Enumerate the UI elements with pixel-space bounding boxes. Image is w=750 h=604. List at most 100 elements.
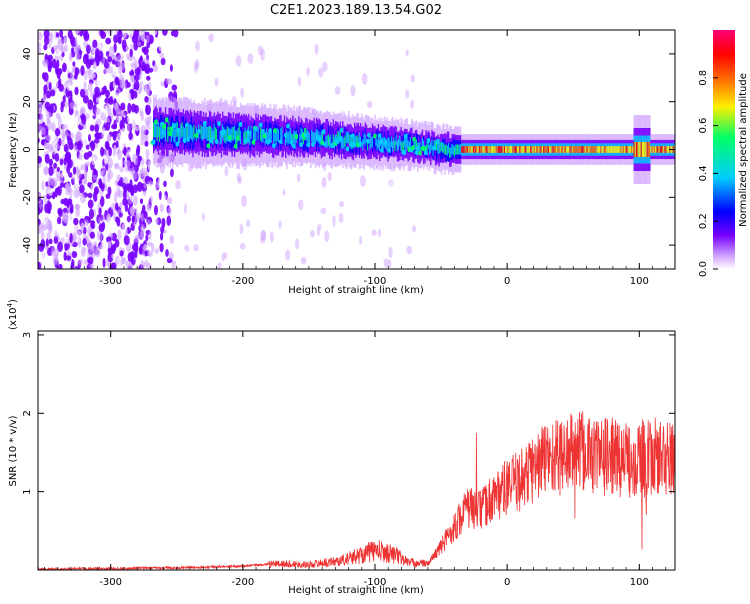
spectrogram-cell (74, 37, 78, 47)
spectrogram-cell (332, 134, 335, 146)
spectrogram-cell (577, 146, 580, 153)
spectrogram-cell (113, 91, 119, 98)
spectrogram-cell (392, 60, 397, 71)
spectrogram-cell (289, 91, 294, 102)
spectrogram-cell (48, 165, 54, 176)
spectrogram-cell (152, 63, 159, 73)
spectrogram-cell (539, 146, 542, 153)
spectrogram-cell (327, 171, 332, 182)
spectrogram-cell (369, 179, 375, 188)
spectrogram-cell (110, 84, 114, 91)
spectrogram-cell (255, 127, 257, 142)
spectrogram-cell (95, 96, 100, 104)
spectrogram-cell (167, 127, 169, 142)
spectrogram-cell (89, 231, 95, 239)
spectrogram-cell (341, 63, 346, 74)
spectrogram-cell (87, 150, 93, 158)
spectrogram-cell (131, 215, 135, 223)
spectrogram-cell (568, 146, 570, 153)
spectrogram-cell (88, 208, 95, 220)
spectrogram-cell (564, 146, 567, 153)
spectrogram-cell (648, 141, 651, 158)
spectrogram-cell (547, 146, 550, 153)
spectrogram-cell (130, 103, 137, 113)
spectrogram-cell (204, 180, 210, 189)
spectrogram-cell (47, 176, 54, 186)
spectrogram-cell (265, 128, 268, 142)
spectrogram-cell (118, 212, 123, 218)
spectrogram-cell (480, 146, 482, 153)
spectrogram-cell (121, 82, 128, 89)
spectrogram-cell (534, 146, 537, 153)
spectrogram-cell (114, 76, 120, 86)
spectrogram-cell (535, 146, 538, 153)
spectrogram-cell (62, 132, 66, 142)
spectrogram-cell (621, 146, 624, 153)
spectrogram-cell (411, 138, 413, 149)
spectrogram-cell (182, 248, 186, 259)
spectrogram-cell (122, 182, 127, 190)
spectrogram-cell (358, 104, 363, 112)
spectrogram-cell (527, 146, 530, 153)
spectrogram-cell (202, 125, 205, 140)
spectrogram-cell (376, 250, 380, 258)
spectrogram-cell (102, 56, 106, 64)
spectrogram-cell (87, 192, 93, 199)
spectrogram-cell (57, 241, 63, 253)
spectrogram-cell (559, 146, 562, 153)
spectrogram-cell (273, 64, 280, 75)
spectrogram-cell (77, 160, 82, 170)
spectrogram-cell (540, 146, 543, 153)
spectrogram-cell (428, 144, 431, 155)
spectrogram-cell (80, 193, 86, 204)
spectrogram-cell (160, 123, 162, 139)
spectrogram-cell (63, 144, 69, 153)
spectrogram-cell (524, 146, 526, 153)
spectrogram-cell (218, 127, 220, 142)
spectrogram-cell (117, 229, 122, 241)
spectrogram-cell (236, 172, 241, 182)
spectrogram-cell (133, 30, 139, 40)
spectrogram-cell (521, 146, 524, 153)
spectrogram-cell (395, 135, 398, 146)
spectrogram-cell (124, 137, 128, 146)
spectrogram-cell (299, 134, 301, 147)
spectrogram-cell (472, 146, 475, 153)
spectrogram-cell (44, 101, 51, 110)
spectrogram-cell (77, 72, 83, 83)
spectrogram-cell (219, 130, 222, 145)
spectrogram-cell (107, 65, 114, 74)
spectrogram-cell (298, 133, 300, 147)
spectrogram-cell (38, 31, 43, 41)
spectrogram-cell (38, 46, 42, 55)
spectrogram-cell (362, 256, 367, 265)
spectrogram-cell (66, 135, 71, 141)
spectrogram-cell (38, 70, 42, 80)
spectrogram-cell (107, 56, 113, 63)
snr-series-line (38, 411, 675, 570)
spectrogram-cell (46, 90, 52, 99)
spectrogram-cell (522, 146, 525, 153)
spectrogram-cell (138, 246, 143, 255)
spectrogram-cell (667, 146, 670, 153)
spectrogram-cell (238, 126, 241, 140)
spectrogram-cell (126, 123, 131, 133)
spectrogram-cell (49, 103, 54, 114)
spectrogram-cell (582, 146, 584, 153)
spectrogram-cell (651, 146, 653, 153)
spectrogram-cell (98, 217, 102, 225)
spectrogram-cell (107, 108, 111, 116)
spectrogram-cell (148, 230, 152, 241)
spectrogram-cell (54, 128, 61, 137)
spectrogram-cell (375, 135, 377, 147)
spectrogram-cell (211, 204, 217, 214)
spectrogram-cell (79, 205, 84, 216)
spectrogram-cell (665, 146, 668, 153)
spectrogram-cell (147, 142, 153, 151)
spectrogram-cell (356, 75, 362, 83)
spectrogram-cell (59, 153, 64, 160)
spectrogram-cell (208, 33, 214, 43)
spectrogram-cell (85, 58, 92, 69)
spectrogram-cell (93, 256, 99, 267)
spectrogram-cell (390, 241, 395, 250)
